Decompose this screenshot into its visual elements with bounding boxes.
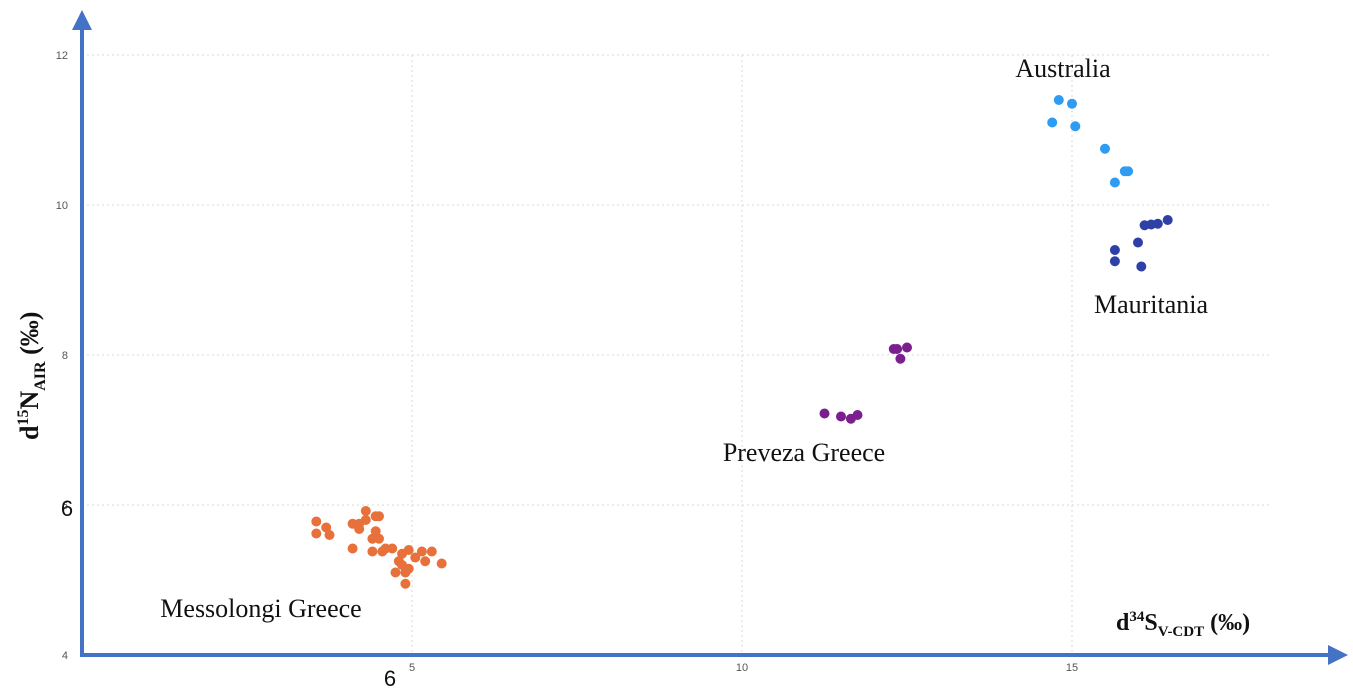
y-axis-label-main: N [15, 391, 44, 410]
data-point-australia [1100, 143, 1110, 154]
data-point-messolongi-greece [311, 528, 322, 539]
y-tick-label: 4 [62, 650, 68, 662]
data-point-australia [1109, 177, 1120, 188]
label-messolongi-greece: Messolongi Greece [160, 594, 361, 623]
data-points [311, 95, 1173, 589]
y-axis-arrowhead [72, 10, 92, 30]
data-point-preveza-greece [852, 410, 863, 420]
x-axis-label-suffix: (‰) [1204, 610, 1250, 636]
y-tick-label: 12 [56, 50, 68, 62]
label-preveza-greece: Preveza Greece [723, 438, 885, 467]
data-point-messolongi-greece [410, 552, 421, 563]
data-point-mauritania [1109, 256, 1120, 267]
data-point-mauritania [1152, 218, 1163, 229]
data-point-messolongi-greece [400, 578, 411, 589]
data-point-messolongi-greece [354, 524, 365, 534]
data-point-australia [1067, 98, 1077, 109]
x-tick-label: 5 [409, 662, 415, 674]
data-point-mauritania [1136, 261, 1147, 272]
x-axis-label-sub: V-CDT [1158, 624, 1204, 640]
data-point-preveza-greece [902, 342, 912, 353]
cluster-labels: Australia Mauritania Preveza Greece Mess… [160, 54, 1208, 623]
data-point-australia [1070, 121, 1081, 132]
data-point-messolongi-greece [321, 522, 332, 533]
data-point-preveza-greece [895, 353, 906, 364]
data-point-messolongi-greece [360, 506, 371, 516]
x-tick-label: 10 [736, 662, 748, 674]
y-axis-label-prefix: d [15, 425, 44, 440]
grid [82, 54, 1270, 655]
x-tick-six: 6 [384, 666, 396, 689]
data-point-australia [1123, 166, 1134, 177]
x-axis-arrowhead [1328, 645, 1348, 665]
data-point-messolongi-greece [397, 548, 408, 559]
x-axis-label-main: S [1144, 610, 1157, 636]
label-australia: Australia [1015, 54, 1111, 83]
x-axis-label-prefix: d [1116, 610, 1130, 636]
y-tick-label: 10 [56, 200, 68, 212]
data-point-messolongi-greece [311, 516, 322, 527]
data-point-messolongi-greece [367, 546, 378, 557]
y-axis-label: d15NAIR (‰) [15, 312, 49, 440]
data-point-messolongi-greece [324, 530, 335, 540]
y-axis-label-sub: AIR [32, 361, 49, 391]
data-point-messolongi-greece [370, 526, 381, 537]
data-point-messolongi-greece [400, 567, 411, 578]
data-point-messolongi-greece [347, 543, 358, 554]
data-point-messolongi-greece [377, 546, 388, 557]
data-point-mauritania [1162, 215, 1173, 225]
data-point-messolongi-greece [374, 511, 384, 522]
data-point-preveza-greece [836, 411, 846, 422]
data-point-preveza-greece [892, 344, 903, 354]
data-point-messolongi-greece [436, 558, 447, 569]
data-point-mauritania [1133, 237, 1143, 248]
data-point-messolongi-greece [420, 556, 431, 567]
x-tick-label: 15 [1066, 662, 1078, 674]
y-axis-label-suffix: (‰) [15, 312, 44, 362]
data-point-mauritania [1109, 245, 1120, 255]
y-tick-label: 6 [62, 500, 68, 512]
label-mauritania: Mauritania [1094, 290, 1209, 319]
data-point-messolongi-greece [426, 546, 437, 557]
data-point-messolongi-greece [367, 533, 378, 544]
data-point-australia [1053, 95, 1064, 105]
y-axis-label-sup: 15 [15, 410, 32, 426]
data-point-messolongi-greece [416, 546, 427, 557]
data-point-preveza-greece [819, 408, 830, 419]
axes [72, 10, 1348, 665]
data-point-messolongi-greece [390, 567, 401, 578]
tick-labels: 4 6 8 10 12 5 10 15 [56, 50, 1078, 674]
x-axis-label: d34SV-CDT (‰) [1116, 609, 1250, 640]
x-axis-label-sup: 34 [1129, 609, 1145, 625]
data-point-messolongi-greece [387, 543, 398, 554]
y-tick-label: 8 [62, 350, 68, 362]
y-tick-six: 6 [61, 496, 73, 521]
data-point-australia [1047, 117, 1058, 128]
